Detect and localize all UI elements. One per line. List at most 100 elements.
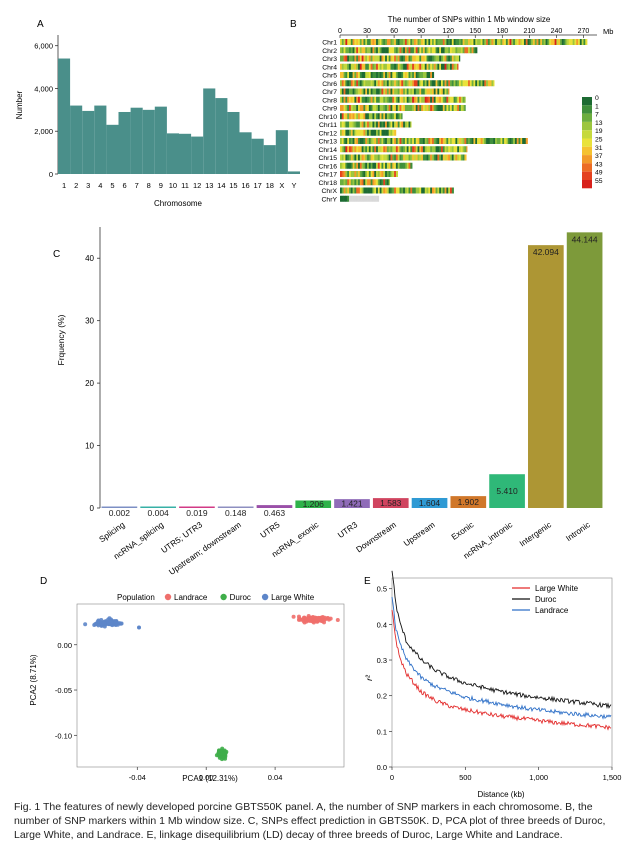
chart-b-cell — [410, 121, 412, 128]
chart-b-cell — [352, 55, 355, 62]
chart-b-cell — [368, 39, 371, 45]
chart-b-xunit: Mb — [603, 27, 613, 36]
chart-b-cell — [383, 129, 386, 136]
chart-b-cell — [361, 146, 364, 153]
chart-b-cell — [464, 80, 467, 87]
chart-b-cell — [388, 138, 391, 144]
chart-b-cell — [442, 88, 445, 95]
chart-b-cell — [406, 105, 409, 111]
chart-b-cell — [408, 96, 411, 103]
chart-b-cell — [442, 39, 445, 45]
chart-e-ytick-label: 0.5 — [377, 585, 387, 594]
chart-b-cell — [525, 138, 528, 144]
chart-b-cell — [345, 55, 348, 62]
chart-b-cell — [363, 39, 366, 45]
chart-b-chrom-label: Chr8 — [322, 97, 337, 104]
chart-b-cell — [421, 55, 424, 62]
chart-d-point — [117, 621, 122, 626]
chart-d-legend-label: Large White — [271, 593, 315, 602]
chart-b-cell — [367, 121, 370, 128]
chart-b-cell — [413, 63, 417, 70]
chart-b-cell — [444, 187, 447, 194]
chart-b-cell — [365, 138, 368, 144]
chart-b-cell — [395, 63, 399, 70]
chart-b-cell — [421, 138, 424, 144]
chart-b-cell — [567, 39, 570, 45]
chart-b-cell — [412, 39, 415, 45]
chart-b-cell — [397, 162, 400, 169]
chart-b-cell — [381, 154, 384, 161]
chart-b-cell — [381, 146, 384, 153]
chart-b-cell — [399, 121, 402, 128]
chart-b-cell — [354, 121, 357, 128]
chart-b-cell — [437, 39, 440, 45]
chart-b-cell — [372, 162, 375, 169]
chart-b-cell — [453, 96, 456, 103]
chart-b-cell — [516, 39, 519, 45]
chart-b-cell — [381, 63, 384, 70]
chart-b-cell — [385, 187, 388, 194]
chart-b-cell — [473, 138, 476, 144]
chart-b-cell — [347, 171, 350, 177]
chart-b-cell — [431, 138, 435, 144]
chart-b-cell — [437, 63, 440, 70]
chart-b-cell — [374, 179, 377, 186]
chart-b-cell — [341, 129, 344, 136]
chart-b-cell — [394, 39, 397, 45]
chart-b-chrom-label: Chr6 — [322, 81, 337, 88]
chart-b-cell — [345, 129, 348, 136]
chart-b-cell — [354, 88, 357, 95]
chart-b-cell — [367, 88, 370, 95]
chart-b-cell — [507, 39, 510, 45]
chart-b-cell — [583, 39, 586, 45]
chart-b-cell — [401, 154, 404, 161]
chart-b-cell — [359, 47, 362, 54]
chart-b-cell — [439, 146, 442, 153]
chart-a-bar — [58, 58, 71, 175]
chart-d-legend-dot — [261, 593, 269, 601]
chart-b-cell — [340, 39, 343, 45]
chart-b-cell — [430, 88, 433, 95]
chart-b-cell — [376, 171, 379, 177]
chart-b-cell — [347, 72, 350, 78]
chart-b-cell — [377, 154, 380, 161]
chart-b-cell — [408, 146, 411, 153]
chart-b-cell — [404, 121, 408, 128]
chart-b-cell — [431, 80, 435, 87]
chart-b-cell — [471, 138, 474, 144]
chart-b-cell — [365, 105, 368, 111]
chart-b-cell — [349, 195, 352, 202]
chart-d-legend-dot — [164, 593, 172, 601]
chart-b-cell — [431, 154, 435, 161]
chart-b-cell — [446, 39, 449, 45]
chart-b-cell — [356, 179, 359, 186]
chart-b-cell — [435, 105, 438, 111]
chart-b-cell — [350, 187, 353, 194]
chart-b-cell — [424, 154, 427, 161]
chart-b-cell — [446, 80, 449, 87]
chart-b-cell — [347, 195, 350, 202]
chart-b-cell — [401, 80, 404, 87]
chart-b-cell — [430, 55, 433, 62]
chart-b-chrom-label: Chr14 — [318, 147, 337, 154]
chart-b-cell — [439, 96, 442, 103]
chart-b-cell — [448, 47, 451, 54]
chart-b-cell — [558, 39, 561, 45]
chart-e-xtick-label: 1,500 — [603, 773, 622, 782]
chart-b-cell — [397, 55, 400, 62]
chart-b-cell — [437, 138, 440, 144]
chart-a-bar — [154, 106, 167, 174]
chart-b-cell — [356, 129, 359, 136]
chart-c-marks: 0102030400.002Splicing0.004ncRNA_splicin… — [85, 227, 603, 577]
chart-b-cell — [412, 55, 415, 62]
chart-b-cell — [372, 96, 375, 103]
chart-b-cell — [404, 72, 408, 78]
chart-b-cell — [368, 80, 371, 87]
chart-b-cell — [403, 55, 406, 62]
chart-b-cell — [406, 162, 409, 169]
chart-b-cell — [422, 146, 426, 153]
chart-b-cell — [370, 113, 373, 120]
chart-b-cell — [422, 88, 426, 95]
chart-b-xtick-label: 0 — [338, 28, 342, 35]
